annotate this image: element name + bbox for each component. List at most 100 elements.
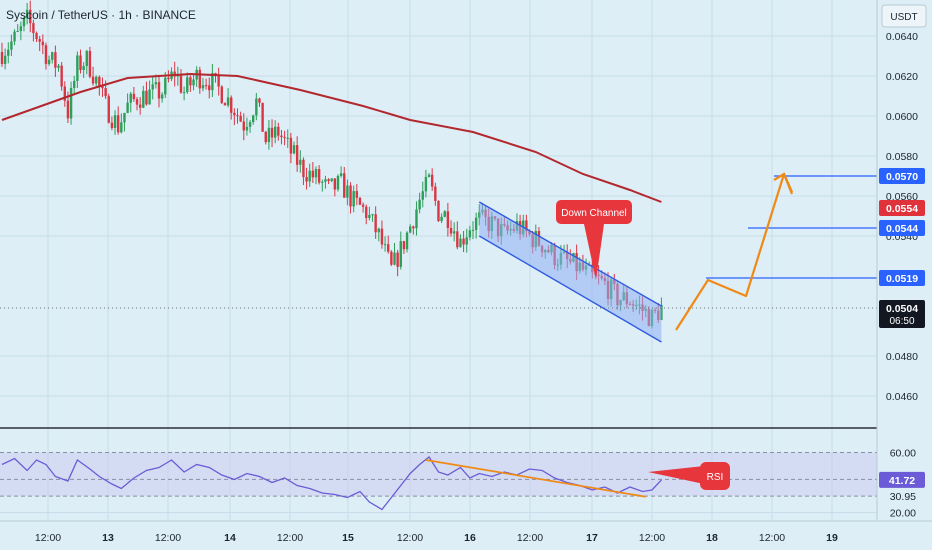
candle-body xyxy=(135,99,139,105)
candle-body xyxy=(305,177,308,182)
rsi-callout-pointer xyxy=(648,466,704,484)
candle-body xyxy=(245,126,249,131)
time-tick-label: 15 xyxy=(342,532,354,544)
price-label-box xyxy=(879,220,925,236)
candle-body xyxy=(264,131,267,143)
candle-body xyxy=(233,112,236,116)
candle-body xyxy=(76,55,79,81)
candle-body xyxy=(54,52,57,68)
candle-body xyxy=(409,226,412,233)
rsi-callout-box xyxy=(700,462,730,490)
rsi-line xyxy=(1,456,662,511)
candle-body xyxy=(474,217,478,230)
candle-body xyxy=(126,102,129,113)
time-tick-label: 14 xyxy=(224,532,236,544)
candle-body xyxy=(160,94,164,99)
time-tick-label: 18 xyxy=(706,532,718,544)
candle-body xyxy=(198,69,202,89)
candle-body xyxy=(459,238,462,248)
candle-body xyxy=(73,80,76,88)
time-tick-label: 12:00 xyxy=(35,532,61,544)
candle-body xyxy=(371,214,374,216)
down-channel-callout: Down Channel xyxy=(556,200,632,280)
candle-body xyxy=(201,85,205,89)
candle-body xyxy=(242,121,245,131)
candle-body xyxy=(113,115,117,128)
candle-body xyxy=(434,186,437,201)
candle-body xyxy=(377,228,380,233)
candle-body xyxy=(85,50,88,67)
countdown-label: 06:50 xyxy=(889,316,914,327)
price-label-text: 0.0570 xyxy=(886,171,918,183)
candle-body xyxy=(390,251,393,265)
time-tick-label: 13 xyxy=(102,532,114,544)
candle-body xyxy=(95,76,98,84)
candle-body xyxy=(104,88,107,97)
candle-body xyxy=(51,52,54,60)
candle-body xyxy=(167,77,170,80)
price-tick-label: 0.0580 xyxy=(886,151,918,163)
channel-lower-line xyxy=(478,235,662,343)
candle-body xyxy=(47,59,51,64)
down-channel-label: Down Channel xyxy=(561,208,627,219)
candle-body xyxy=(277,126,280,136)
candle-body xyxy=(10,41,13,50)
rsi-band xyxy=(0,452,877,497)
callout-box xyxy=(556,200,632,224)
candle-body xyxy=(295,145,299,165)
candle-body xyxy=(145,90,148,105)
time-tick-label: 12:00 xyxy=(155,532,181,544)
rsi-value-box xyxy=(879,471,925,488)
candle-body xyxy=(452,231,456,234)
candle-body xyxy=(478,212,481,218)
candle-body xyxy=(405,232,409,250)
candle-body xyxy=(60,65,63,87)
candle-body xyxy=(176,75,180,77)
price-label-text: 0.0554 xyxy=(886,203,918,215)
time-tick-label: 12:00 xyxy=(639,532,665,544)
candle-body xyxy=(211,73,214,91)
candle-body xyxy=(446,211,450,228)
time-tick-label: 12:00 xyxy=(517,532,543,544)
candle-body xyxy=(283,137,286,139)
candle-body xyxy=(443,211,446,217)
candle-body xyxy=(355,191,359,198)
candle-body xyxy=(138,104,142,108)
candle-body xyxy=(38,39,41,42)
candle-body xyxy=(437,200,440,222)
candle-body xyxy=(217,74,220,87)
candle-body xyxy=(63,86,66,101)
candle-body xyxy=(471,229,475,231)
candle-body xyxy=(208,85,211,91)
time-tick-label: 12:00 xyxy=(397,532,423,544)
candle-body xyxy=(267,127,271,143)
candle-body xyxy=(192,79,195,86)
candle-body xyxy=(440,216,443,222)
candle-body xyxy=(252,115,255,123)
candle-body xyxy=(361,204,365,207)
candle-body xyxy=(7,49,10,56)
candle-body xyxy=(299,159,302,165)
symbol-title: Syscoin / TetherUS · 1h · BINANCE xyxy=(6,8,196,22)
price-tick-label: 0.0600 xyxy=(886,111,918,123)
candle-body xyxy=(82,66,85,70)
candle-body xyxy=(383,244,387,246)
candle-body xyxy=(236,115,239,117)
candle-body xyxy=(69,87,73,119)
candle-body xyxy=(302,159,305,178)
candle-body xyxy=(292,145,296,154)
candle-body xyxy=(317,169,321,183)
time-tick-label: 19 xyxy=(826,532,838,544)
candle-body xyxy=(13,31,16,42)
candle-body xyxy=(142,90,145,108)
currency-button[interactable] xyxy=(881,4,927,28)
candle-body xyxy=(239,115,242,122)
price-label-box xyxy=(879,270,925,286)
candle-body xyxy=(286,137,289,139)
rsi-trend-line xyxy=(425,459,646,498)
candle-body xyxy=(314,169,318,178)
candle-body xyxy=(289,137,293,154)
